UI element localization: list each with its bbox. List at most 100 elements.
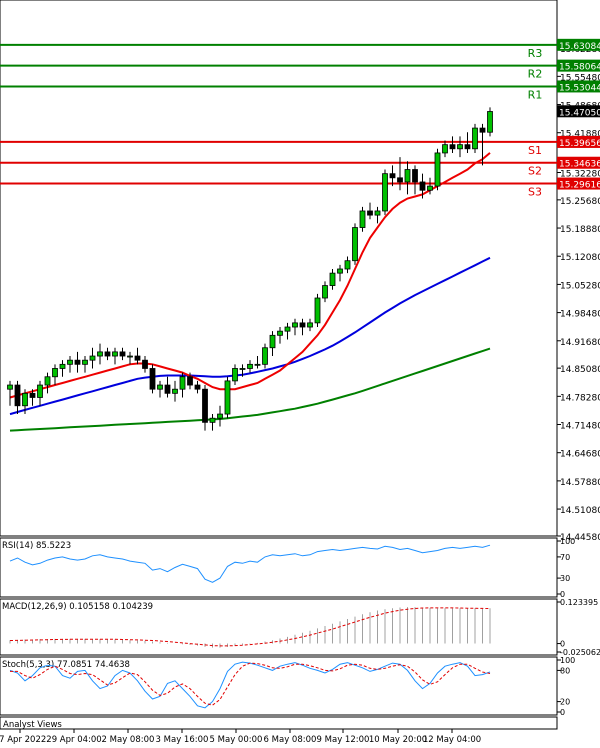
y-tick-label: 15.41880 bbox=[560, 130, 600, 140]
candle-body bbox=[269, 334, 276, 349]
candle bbox=[472, 123, 478, 153]
candle-body bbox=[389, 173, 396, 179]
macd-frame bbox=[0, 598, 558, 656]
analyst-label: Analyst Views bbox=[3, 720, 62, 730]
level-price-box bbox=[557, 38, 600, 51]
ma-blue-line bbox=[9, 256, 491, 416]
level-name-r1: R1 bbox=[528, 88, 543, 101]
candle-body bbox=[74, 359, 81, 365]
candle-body bbox=[247, 363, 253, 369]
level-price-box bbox=[557, 156, 600, 169]
candle-body bbox=[59, 363, 66, 369]
candle bbox=[142, 356, 148, 373]
candle-body bbox=[22, 392, 28, 407]
level-price-box bbox=[557, 135, 600, 148]
rsi-line bbox=[9, 544, 491, 583]
candle bbox=[104, 347, 111, 361]
candle bbox=[187, 372, 193, 390]
y-tick-label: 15.25680 bbox=[560, 197, 600, 207]
y-tick-label: 15.12080 bbox=[560, 253, 600, 263]
candle-body bbox=[292, 322, 298, 328]
candle bbox=[329, 268, 336, 290]
candle bbox=[52, 364, 58, 386]
candle bbox=[134, 347, 141, 365]
candle-body bbox=[52, 368, 58, 378]
analyst-frame bbox=[0, 716, 558, 730]
candle-body bbox=[14, 384, 21, 407]
candle-body bbox=[157, 384, 163, 390]
candle bbox=[307, 318, 313, 332]
candle-body bbox=[329, 272, 336, 286]
candle bbox=[262, 343, 268, 369]
y-tick-label: 14.71480 bbox=[560, 422, 600, 432]
rsi-y-tick-label: 0 bbox=[560, 590, 565, 599]
candle-body bbox=[479, 127, 486, 133]
candle bbox=[29, 389, 36, 406]
candle bbox=[404, 161, 411, 195]
candle bbox=[479, 123, 486, 166]
macd-y-tick-label: -0.025062 bbox=[560, 648, 600, 657]
candle bbox=[82, 356, 88, 373]
y-tick-label: 15.32280 bbox=[560, 170, 600, 180]
candle bbox=[112, 347, 118, 365]
level-price-box bbox=[557, 177, 600, 190]
candle-body bbox=[119, 351, 126, 357]
y-tick-label: 14.64680 bbox=[560, 450, 600, 460]
current-price-label: 15.47050 bbox=[559, 108, 600, 118]
y-tick-label: 14.78280 bbox=[560, 393, 600, 403]
candle bbox=[389, 165, 396, 187]
candle-body bbox=[262, 347, 268, 365]
macd-panel: MACD(12,26,9) 0.105158 0.104239 0.123395 0… bbox=[0, 598, 600, 657]
candle-body bbox=[307, 322, 313, 328]
candle-body bbox=[67, 359, 73, 365]
candle-body bbox=[337, 268, 343, 274]
x-tick-label: 27 Apr 2022 bbox=[0, 735, 46, 745]
candle bbox=[157, 380, 163, 398]
candle bbox=[434, 148, 441, 191]
candle bbox=[37, 380, 43, 406]
level-price-label: 15.39656 bbox=[559, 139, 600, 149]
rsi-y-tick-label: 30 bbox=[560, 574, 570, 583]
candle-body bbox=[397, 177, 403, 183]
candle-body bbox=[464, 144, 471, 150]
candle bbox=[337, 264, 343, 282]
rsi-panel: RSI(14) 85.5223 100 70 30 0 bbox=[0, 537, 575, 599]
candle-body bbox=[194, 384, 201, 390]
candle-body bbox=[164, 384, 171, 394]
candle bbox=[149, 364, 156, 394]
y-tick-label: 14.98480 bbox=[560, 310, 600, 320]
ma-red-line bbox=[9, 152, 491, 399]
candle bbox=[44, 372, 51, 394]
candle-body bbox=[449, 144, 456, 150]
candle-body bbox=[322, 285, 328, 299]
y-tick-label: 15.55480 bbox=[560, 73, 600, 83]
level-name-s3: S3 bbox=[528, 186, 542, 199]
candle-body bbox=[404, 169, 411, 183]
candle-body bbox=[187, 376, 193, 386]
candle-body bbox=[442, 144, 448, 154]
candle bbox=[209, 414, 216, 431]
level-price-label: 15.29616 bbox=[559, 181, 600, 191]
candle bbox=[314, 293, 321, 328]
macd-y-tick-label: 0.123395 bbox=[560, 598, 598, 607]
candle bbox=[74, 351, 81, 373]
stoch-y-tick-label: 80 bbox=[560, 666, 570, 675]
candle-body bbox=[209, 417, 216, 423]
main-frame bbox=[0, 0, 558, 537]
candle-body bbox=[7, 384, 13, 390]
candle-body bbox=[374, 210, 381, 216]
analyst-views-panel: Analyst Views bbox=[0, 716, 558, 730]
candle bbox=[97, 343, 103, 365]
stoch-label: Stoch(5,3,3) 77.0851 74.4638 bbox=[2, 660, 130, 670]
x-tick-label: 5 May 00:00 bbox=[210, 735, 263, 745]
candle bbox=[7, 380, 13, 406]
candle bbox=[232, 364, 238, 386]
level-price-box bbox=[557, 59, 600, 72]
ma-green-line bbox=[9, 347, 491, 432]
candle-body bbox=[412, 169, 418, 183]
candle-body bbox=[472, 127, 478, 150]
candle bbox=[59, 360, 66, 377]
x-tick-label: 29 Apr 04:00 bbox=[46, 735, 101, 745]
